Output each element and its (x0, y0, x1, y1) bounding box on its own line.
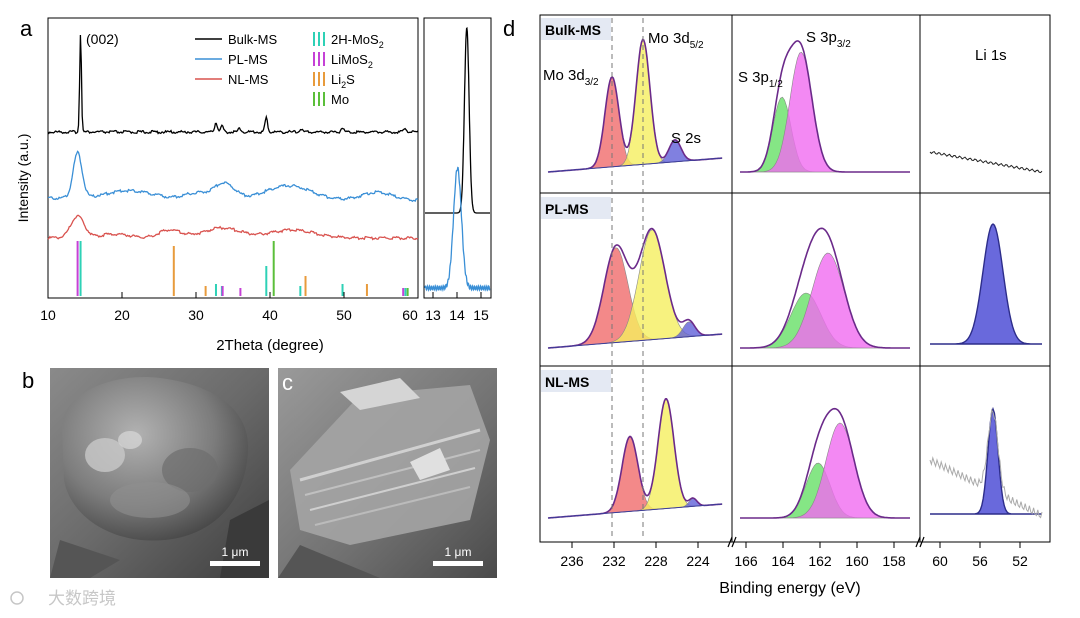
xps-s-envelope-r0 (740, 40, 910, 173)
sem-image-c: 1 μm (278, 368, 497, 578)
row-label-nl: NL-MS (545, 374, 589, 390)
xrd-xtick-30: 30 (188, 307, 204, 323)
legend-label-bulk: Bulk-MS (228, 32, 277, 47)
legend-label-limos2: LiMoS2 (331, 52, 373, 70)
legend-label-nl: NL-MS (228, 72, 269, 87)
xrd-line-pl-ms (47, 150, 419, 203)
inset-xtick-13: 13 (425, 307, 441, 323)
xps-xtick-232: 232 (602, 553, 626, 569)
peak-label-mo52: Mo 3d5/2 (648, 30, 704, 51)
xps-xtick-52: 52 (1012, 553, 1028, 569)
panel-d-label: d (503, 16, 515, 41)
row-label-pl: PL-MS (545, 201, 589, 217)
legend-label-li2s: Li2S (331, 72, 355, 90)
legend-mark-2h (313, 32, 325, 46)
xps-xtick-224: 224 (686, 553, 710, 569)
scale-label-b: 1 μm (222, 545, 249, 559)
xps-xtick-160: 160 (845, 553, 869, 569)
inset-xtick-14: 14 (449, 307, 465, 323)
xps-li-raw-r2 (929, 408, 1043, 519)
legend-mark-li2s (313, 72, 325, 86)
xps-xtick-166: 166 (734, 553, 758, 569)
xps-xticks-mo: 236 232 228 224 (560, 542, 710, 569)
xrd-main-frame (47, 17, 419, 299)
row-label-bg-bulk (541, 18, 611, 40)
row-label-bg-pl (541, 197, 611, 219)
xrd-series (47, 34, 419, 241)
scale-bar-b (210, 561, 260, 566)
xps-li-trace-r0 (929, 150, 1043, 174)
peak-label-s3p32: S 3p3/2 (806, 29, 851, 50)
xps-xtick-228: 228 (644, 553, 668, 569)
xrd-line-nl-ms (47, 214, 419, 241)
peak-label-s3p12: S 3p1/2 (738, 69, 783, 90)
xps-outer-frame (539, 14, 1051, 543)
legend-mark-limos2 (313, 52, 325, 66)
xps-mo-baseline-r0 (547, 157, 723, 173)
legend-left: Bulk-MS PL-MS NL-MS (195, 32, 277, 87)
peak-label-li1s: Li 1s (975, 47, 1007, 64)
watermark-text: 大数跨境 (48, 589, 116, 608)
xrd-xticks: 10 20 30 40 50 60 (40, 292, 419, 323)
xps-xtick-162: 162 (808, 553, 832, 569)
peak-label-s2s: S 2s (671, 130, 701, 147)
legend-label-2h: 2H-MoS2 (331, 32, 384, 50)
panel-a-label: a (20, 16, 33, 41)
inset-line-bulk (425, 26, 490, 214)
watermark: 大数跨境 (10, 589, 116, 608)
xps-s-peak-r2-1 (740, 422, 910, 519)
xrd-xtick-40: 40 (262, 307, 278, 323)
xps-xticks-li: 60 56 52 (932, 542, 1028, 569)
xps-xtick-158: 158 (882, 553, 906, 569)
xps-mo-baseline-r2 (547, 503, 723, 519)
scale-bar-c (433, 561, 483, 566)
watermark-icon (10, 591, 24, 605)
row-label-bulk: Bulk-MS (545, 22, 601, 38)
xps-s-envelope-r1 (740, 227, 910, 349)
xps-xlabel: Binding energy (eV) (719, 580, 860, 597)
panel-c-label: c (282, 370, 293, 395)
xrd-inset (424, 26, 491, 293)
inset-xticks: 13 14 15 (425, 292, 489, 323)
legend-label-mo: Mo (331, 92, 349, 107)
xps-frames (539, 14, 1051, 543)
xps-xtick-56: 56 (972, 553, 988, 569)
row-label-bg-nl (541, 370, 611, 392)
xps-mo-baseline-r1 (547, 333, 723, 349)
xrd-xtick-60: 60 (402, 307, 418, 323)
xps-li-peak-r1 (930, 223, 1042, 345)
xrd-reference-lines (76, 241, 409, 296)
peak-002-label: (002) (86, 31, 119, 47)
scale-label-c: 1 μm (445, 545, 472, 559)
axis-break-marks (727, 536, 925, 548)
inset-xtick-15: 15 (473, 307, 489, 323)
xrd-inset-frame (423, 17, 492, 299)
xrd-xtick-10: 10 (40, 307, 56, 323)
xps-xtick-60: 60 (932, 553, 948, 569)
xps-curves (547, 18, 1043, 540)
inset-line-pl (424, 166, 491, 293)
xps-xtick-236: 236 (560, 553, 584, 569)
xps-s-envelope-r2 (740, 407, 910, 519)
xrd-xtick-50: 50 (336, 307, 352, 323)
panel-b-label: b (22, 368, 34, 393)
xps-xtick-164: 164 (771, 553, 795, 569)
xrd-line-bulk-ms (47, 34, 419, 135)
xrd-xlabel: 2Theta (degree) (216, 337, 324, 354)
xrd-ylabel: Intensity (a.u.) (15, 134, 31, 223)
peak-label-mo32: Mo 3d3/2 (543, 67, 599, 88)
xps-li-peak-r2 (930, 406, 1042, 515)
xrd-xtick-20: 20 (114, 307, 130, 323)
xps-xticks-s: 166 164 162 160 158 (734, 542, 906, 569)
sem-image-b: 1 μm (50, 368, 269, 578)
legend-right: 2H-MoS2 LiMoS2 Li2S Mo (313, 32, 384, 107)
legend-mark-mo (313, 92, 325, 106)
xps-s-peak-r1-1 (740, 252, 910, 349)
legend-label-pl: PL-MS (228, 52, 268, 67)
